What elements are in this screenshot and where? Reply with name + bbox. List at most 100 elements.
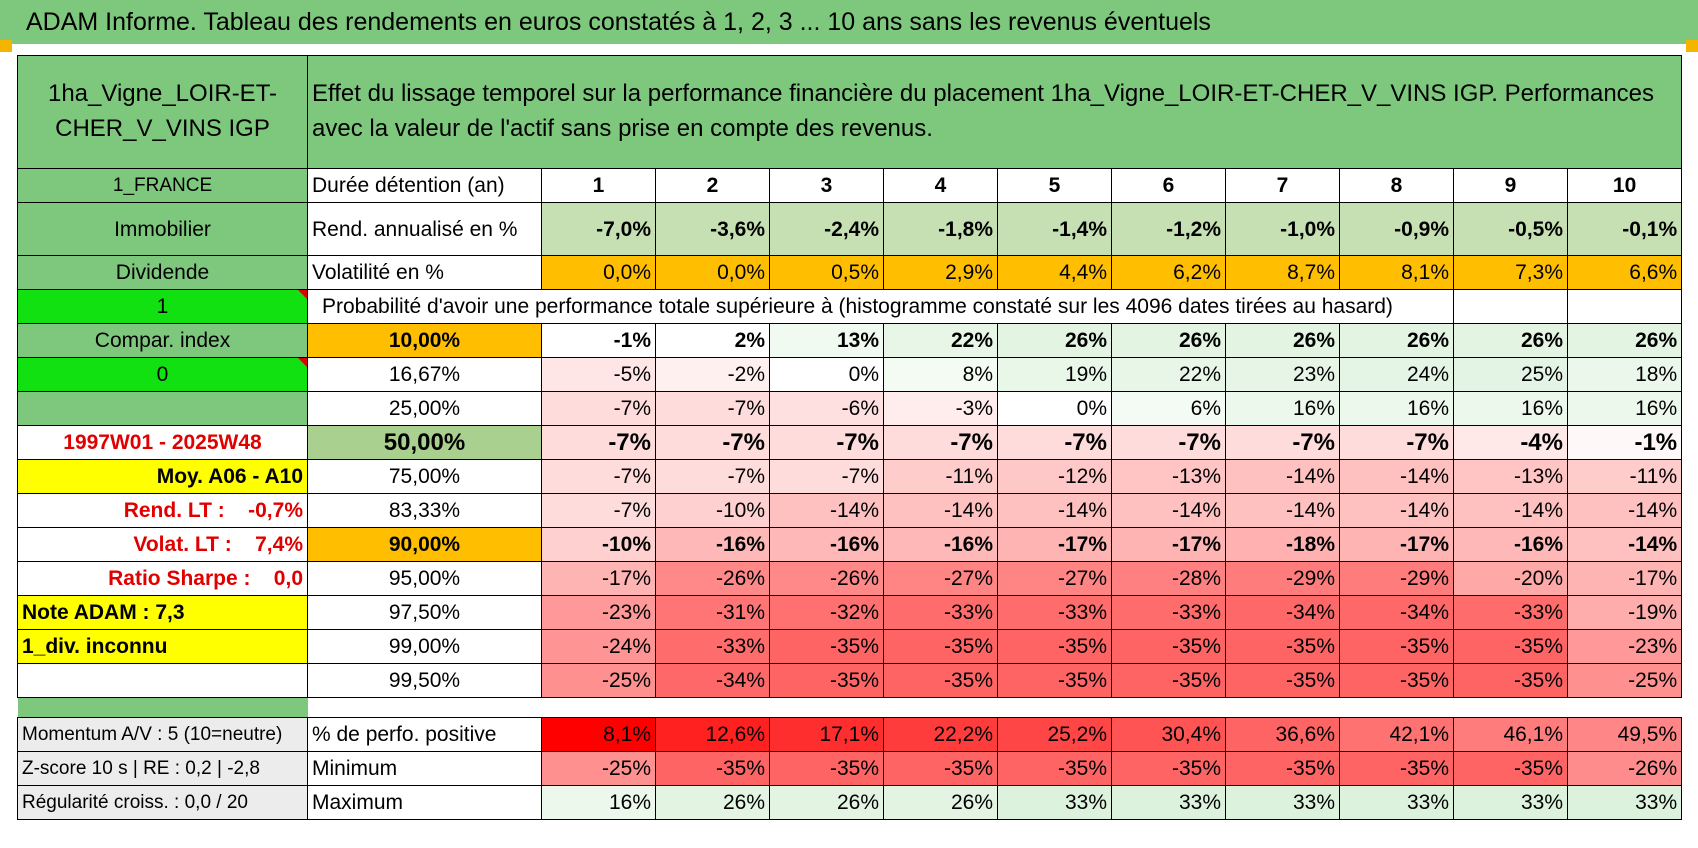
perf-cell: -14%	[1566, 493, 1683, 528]
perf-cell: 16%	[1225, 391, 1340, 426]
vol-cell: 2,9%	[883, 255, 998, 290]
zscore: Z-score 10 s | RE : 0,2 | -2,8	[22, 758, 260, 779]
percentile-cell: 10,00%	[307, 323, 542, 358]
perf-cell: 26%	[1566, 323, 1683, 358]
positive-row: Momentum A/V : 5 (10=neutre) % de perfo.…	[17, 717, 1683, 752]
proba-row: 1 Probabilité d'avoir une performance to…	[17, 289, 1683, 324]
duration-cell: 1	[541, 168, 656, 203]
pos-cell: 17,1%	[769, 717, 884, 752]
perf-cell: -17%	[541, 561, 656, 596]
rend-lt-cell: Rend. LT : -0,7%	[17, 493, 308, 528]
perf-cell: -33%	[1111, 595, 1226, 630]
perf-cell: 6%	[1111, 391, 1226, 426]
max-cell: 26%	[883, 785, 998, 820]
note: Note ADAM : 7,3	[22, 601, 185, 624]
pos-cell: 22,2%	[883, 717, 998, 752]
percentile-cell: 90,00%	[307, 527, 542, 562]
perf-cell: -14%	[997, 493, 1112, 528]
gap-row	[17, 697, 1682, 718]
flag1-cell: 1	[17, 289, 308, 324]
percentile-cell: 50,00%	[307, 425, 542, 460]
perf-cell: -17%	[997, 527, 1112, 562]
pct-row-5: Rend. LT : -0,7% 83,33% -7% -10% -14% -14% -1…	[17, 493, 1683, 528]
perf-cell: -23%	[1566, 629, 1683, 664]
momentum: Momentum A/V : 5 (10=neutre)	[22, 724, 283, 745]
perf-cell: 26%	[1225, 323, 1340, 358]
percentile-cell: 75,00%	[307, 459, 542, 494]
max-cell: 33%	[1566, 785, 1683, 820]
period: 1997W01 - 2025W48	[63, 431, 262, 454]
perf-cell: -17%	[1111, 527, 1226, 562]
min-cell: -35%	[883, 751, 998, 786]
perf-cell: -35%	[769, 663, 884, 698]
pos-cell: 46,1%	[1453, 717, 1568, 752]
vol-cell: 7,3%	[1453, 255, 1568, 290]
perf-cell: -29%	[1225, 561, 1340, 596]
flag1: 1	[156, 295, 169, 318]
minimum-row: Z-score 10 s | RE : 0,2 | -2,8 Minimum -…	[17, 751, 1683, 786]
vol-cell: 6,6%	[1566, 255, 1683, 290]
perf-cell: 26%	[1453, 323, 1568, 358]
performance-table: 1ha_Vigne_LOIR-ET-CHER_V_VINS IGP Effet …	[17, 55, 1683, 820]
type: Dividende	[115, 261, 210, 284]
blank-green-cell	[17, 391, 308, 426]
perf-cell: -12%	[997, 459, 1112, 494]
perf-cell: -35%	[1453, 663, 1568, 698]
perf-cell: -14%	[1566, 527, 1683, 562]
percentile-cell: 83,33%	[307, 493, 542, 528]
perf-cell: -6%	[769, 391, 884, 426]
perf-cell: 0%	[997, 391, 1112, 426]
period-cell: 1997W01 - 2025W48	[17, 425, 308, 460]
pct-row-9: 1_div. inconnu 99,00% -24% -33% -35% -35% -35…	[17, 629, 1683, 664]
pos-cell: 25,2%	[997, 717, 1112, 752]
perf-cell: -3%	[883, 391, 998, 426]
perf-cell: 25%	[1453, 357, 1568, 392]
perf-cell: 19%	[997, 357, 1112, 392]
asset-name: 1ha_Vigne_LOIR-ET-CHER_V_VINS IGP	[47, 80, 278, 142]
percentile-cell: 99,00%	[307, 629, 542, 664]
flag0-cell: 0	[17, 357, 308, 392]
vol-row: Dividende Volatilité en % 0,0% 0,0% 0,5% 2,…	[17, 255, 1683, 290]
category: Immobilier	[114, 217, 211, 241]
min-label: Minimum	[312, 757, 398, 780]
percentile-cell: 25,00%	[307, 391, 542, 426]
min-label-cell: Minimum	[307, 751, 542, 786]
rend-cell: -2,4%	[769, 202, 884, 256]
perf-cell: -7%	[655, 459, 770, 494]
percentile-cell: 97,50%	[307, 595, 542, 630]
perf-cell: -20%	[1453, 561, 1568, 596]
rend-cell: -1,2%	[1111, 202, 1226, 256]
perf-cell: 8%	[883, 357, 998, 392]
moy: Moy. A06 - A10	[156, 465, 303, 488]
percentile-cell: 16,67%	[307, 357, 542, 392]
perf-cell: -17%	[1566, 561, 1683, 596]
proba-title-cell: Probabilité d'avoir une performance tota…	[307, 289, 1454, 324]
vol-cell: 6,2%	[1111, 255, 1226, 290]
vol-cell: 0,0%	[655, 255, 770, 290]
pct-row-10: 99,50% -25% -34% -35% -35% -35% -35% -35% -35% -3…	[17, 663, 1683, 698]
pct-row-6: Volat. LT : 7,4% 90,00% -10% -16% -16% -16% -…	[17, 527, 1683, 562]
perf-cell: -27%	[883, 561, 998, 596]
compar-index-cell: Compar. index	[17, 323, 308, 358]
perf-cell: -35%	[1225, 663, 1340, 698]
min-cell: -35%	[769, 751, 884, 786]
perf-cell: -7%	[1111, 425, 1226, 460]
rend-cell: -0,5%	[1453, 202, 1568, 256]
flag0: 0	[156, 363, 169, 386]
maximum-row: Régularité croiss. : 0,0 / 20 Maximum 16…	[17, 785, 1683, 820]
perf-cell: -5%	[541, 357, 656, 392]
max-cell: 33%	[1339, 785, 1454, 820]
min-cell: -35%	[1225, 751, 1340, 786]
perf-cell: -23%	[541, 595, 656, 630]
perf-cell: -34%	[1225, 595, 1340, 630]
note-cell: Note ADAM : 7,3	[17, 595, 308, 630]
rend-cell: -1,8%	[883, 202, 998, 256]
perf-cell: -14%	[1339, 459, 1454, 494]
perf-cell: -13%	[1453, 459, 1568, 494]
description-cell: Effet du lissage temporel sur la perform…	[306, 55, 1683, 169]
perf-cell: -2%	[655, 357, 770, 392]
vol-cell: 8,7%	[1225, 255, 1340, 290]
perf-cell: 18%	[1566, 357, 1683, 392]
blank-cell-a	[1453, 289, 1568, 324]
min-cell: -35%	[1111, 751, 1226, 786]
